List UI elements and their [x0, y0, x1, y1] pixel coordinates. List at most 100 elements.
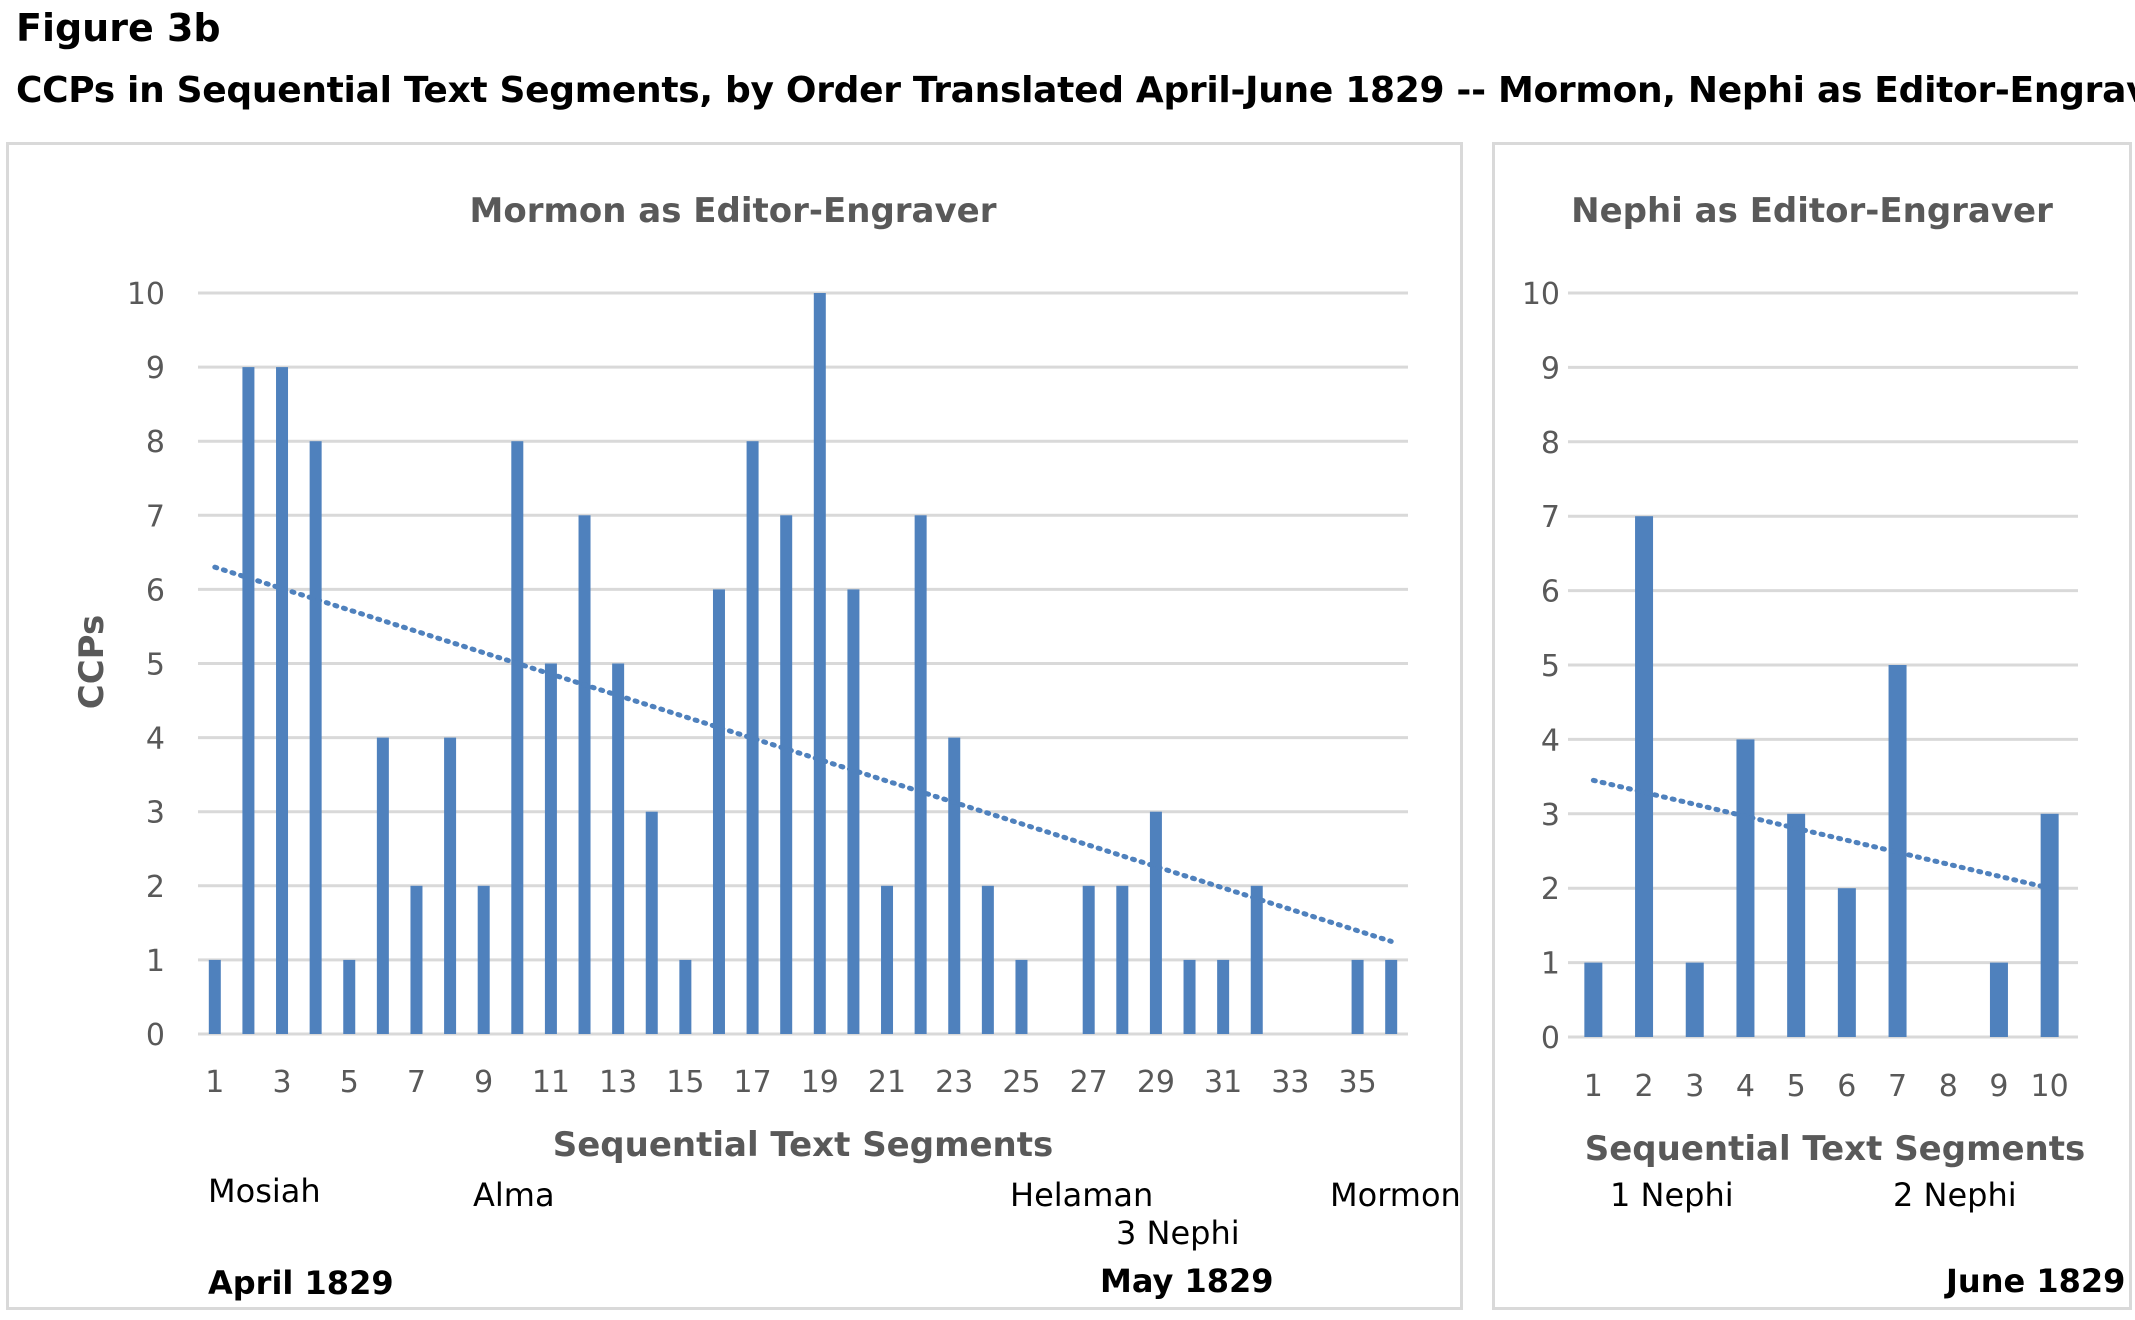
nephi-y-tick-label: 6 [1541, 575, 1560, 610]
mormon-y-tick-label: 4 [146, 722, 165, 757]
nephi-x-tick-label: 9 [1989, 1069, 2008, 1104]
book-label-1-nephi: 1 Nephi [1610, 1176, 1734, 1214]
mormon-bar-segment-25 [1015, 959, 1028, 1034]
mormon-x-tick-label: 1 [205, 1065, 224, 1100]
nephi-bar-segment-2 [1635, 516, 1654, 1037]
nephi-x-tick-label: 3 [1685, 1069, 1704, 1104]
nephi-y-tick-label: 0 [1541, 1021, 1560, 1056]
mormon-x-tick-label: 31 [1204, 1065, 1242, 1100]
nephi-y-tick-label: 10 [1522, 277, 1560, 312]
nephi-x-tick-label: 1 [1584, 1069, 1603, 1104]
mormon-y-tick-label: 9 [146, 351, 165, 386]
mormon-bar-segment-35 [1351, 959, 1364, 1034]
mormon-bar-segment-14 [645, 811, 658, 1034]
mormon-x-tick-label: 15 [666, 1065, 704, 1100]
mormon-bar-segment-12 [578, 515, 591, 1034]
mormon-x-tick-label: 17 [733, 1065, 771, 1100]
mormon-y-axis-title: CCPs [72, 615, 112, 709]
book-label-helaman: Helaman [1010, 1176, 1154, 1214]
mormon-y-tick-label: 8 [146, 425, 165, 460]
mormon-bar-segment-19 [813, 293, 826, 1034]
mormon-x-axis-title: Sequential Text Segments [553, 1125, 1054, 1165]
nephi-x-tick-label: 10 [2031, 1069, 2069, 1104]
mormon-trendline [212, 564, 1394, 944]
mormon-bar-segment-36 [1385, 959, 1398, 1034]
nephi-x-tick-label: 7 [1888, 1069, 1907, 1104]
book-label-3-nephi: 3 Nephi [1116, 1214, 1240, 1252]
mormon-bar-segment-24 [981, 885, 994, 1034]
mormon-bar-segment-9 [477, 885, 490, 1034]
mormon-y-tick-label: 5 [146, 648, 165, 683]
month-label-may: May 1829 [1100, 1262, 1274, 1300]
nephi-x-axis-title: Sequential Text Segments [1585, 1129, 2086, 1169]
nephi-x-tick-label: 8 [1939, 1069, 1958, 1104]
nephi-y-tick-label: 7 [1541, 500, 1560, 535]
nephi-x-tick-label: 2 [1635, 1069, 1654, 1104]
mormon-x-tick-label: 25 [1002, 1065, 1040, 1100]
mormon-bar-segment-17 [746, 441, 759, 1034]
mormon-bar-segment-6 [376, 737, 389, 1034]
mormon-bar-segment-1 [208, 959, 221, 1034]
nephi-y-tick-label: 3 [1541, 798, 1560, 833]
nephi-bar-segment-5 [1787, 813, 1806, 1037]
nephi-bar-segment-6 [1837, 888, 1856, 1037]
nephi-y-tick-label: 5 [1541, 649, 1560, 684]
nephi-y-tick-label: 9 [1541, 351, 1560, 386]
mormon-chart-title: Mormon as Editor-Engraver [470, 191, 997, 231]
mormon-bar-segment-3 [276, 367, 289, 1035]
nephi-x-tick-label: 4 [1736, 1069, 1755, 1104]
mormon-y-tick-label: 3 [146, 796, 165, 831]
mormon-bar-segment-21 [881, 885, 894, 1034]
mormon-x-tick-label: 29 [1137, 1065, 1175, 1100]
nephi-y-tick-label: 4 [1541, 723, 1560, 758]
mormon-x-tick-label: 27 [1070, 1065, 1108, 1100]
nephi-bar-segment-1 [1584, 962, 1603, 1037]
figure-label: Figure 3b [16, 6, 221, 50]
nephi-y-tick-label: 1 [1541, 947, 1560, 982]
nephi-bar-segment-3 [1685, 962, 1704, 1037]
book-label-alma: Alma [473, 1176, 555, 1214]
month-label-april: April 1829 [208, 1264, 394, 1302]
nephi-bar-segment-10 [2040, 813, 2059, 1037]
mormon-bar-segment-15 [679, 959, 692, 1034]
nephi-bar-segment-7 [1888, 665, 1907, 1037]
mormon-y-tick-label: 10 [127, 277, 165, 312]
nephi-x-tick-label: 6 [1837, 1069, 1856, 1104]
mormon-bar-segment-16 [712, 589, 725, 1034]
mormon-x-tick-label: 11 [532, 1065, 570, 1100]
mormon-bar-segment-31 [1217, 959, 1230, 1034]
mormon-x-tick-label: 13 [599, 1065, 637, 1100]
nephi-chart-title: Nephi as Editor-Engraver [1571, 191, 2053, 231]
mormon-bar-segment-4 [309, 441, 322, 1034]
mormon-y-tick-label: 6 [146, 573, 165, 608]
nephi-bar-segment-4 [1736, 739, 1755, 1037]
mormon-bar-segment-7 [410, 885, 423, 1034]
figure-title: CCPs in Sequential Text Segments, by Ord… [16, 70, 2135, 111]
nephi-chart-panel [1492, 142, 2132, 1310]
mormon-x-tick-label: 23 [935, 1065, 973, 1100]
mormon-bar-segment-13 [612, 663, 625, 1034]
mormon-y-tick-label: 1 [146, 944, 165, 979]
mormon-bar-segment-2 [242, 367, 255, 1035]
book-label-mosiah: Mosiah [208, 1172, 321, 1210]
mormon-x-tick-label: 7 [407, 1065, 426, 1100]
mormon-bar-segment-20 [847, 589, 860, 1034]
mormon-bar-segment-30 [1183, 959, 1196, 1034]
book-label-mormon: Mormon [1330, 1176, 1461, 1214]
mormon-bar-segment-27 [1082, 885, 1095, 1034]
mormon-x-tick-label: 5 [340, 1065, 359, 1100]
month-label-june: June 1829 [1946, 1262, 2126, 1300]
mormon-bar-segment-8 [444, 737, 457, 1034]
mormon-bar-segment-29 [1149, 811, 1162, 1034]
nephi-y-tick-label: 8 [1541, 426, 1560, 461]
mormon-x-tick-label: 19 [801, 1065, 839, 1100]
nephi-trendline [1590, 777, 2053, 891]
mormon-bar-segment-28 [1116, 885, 1129, 1034]
nephi-y-tick-label: 2 [1541, 872, 1560, 907]
mormon-x-tick-label: 35 [1338, 1065, 1376, 1100]
mormon-bar-segment-10 [511, 441, 524, 1034]
nephi-bar-segment-9 [1989, 962, 2008, 1037]
mormon-bar-segment-23 [948, 737, 961, 1034]
mormon-bar-segment-11 [544, 663, 557, 1034]
mormon-x-tick-label: 9 [474, 1065, 493, 1100]
